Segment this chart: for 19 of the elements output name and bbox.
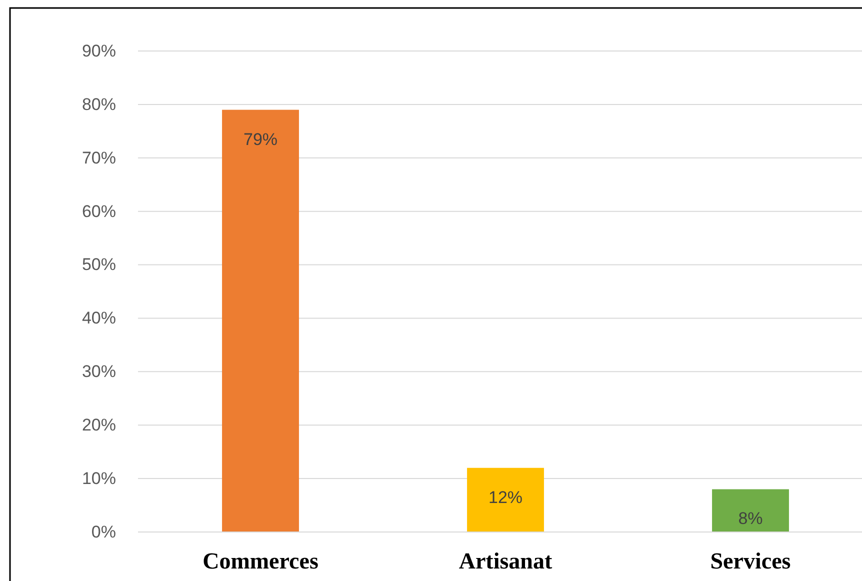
data-label: 79%	[243, 130, 278, 149]
x-tick-label: Artisanat	[458, 548, 552, 574]
y-tick-label: 40%	[82, 308, 116, 328]
y-tick-label: 90%	[82, 41, 116, 60]
y-tick-label: 0%	[91, 522, 116, 542]
x-tick-label: Services	[710, 548, 791, 574]
y-tick-label: 70%	[82, 148, 116, 168]
data-label: 8%	[738, 509, 763, 528]
y-tick-label: 60%	[82, 202, 116, 221]
bar	[712, 489, 789, 532]
x-tick-label: Commerces	[202, 548, 318, 574]
bar	[222, 110, 299, 532]
y-tick-label: 50%	[82, 255, 116, 274]
y-tick-label: 80%	[82, 94, 116, 114]
bar	[467, 468, 544, 532]
y-tick-label: 10%	[82, 468, 116, 488]
y-tick-label: 30%	[82, 362, 116, 382]
y-tick-label: 20%	[82, 416, 116, 435]
data-label: 12%	[488, 488, 523, 507]
